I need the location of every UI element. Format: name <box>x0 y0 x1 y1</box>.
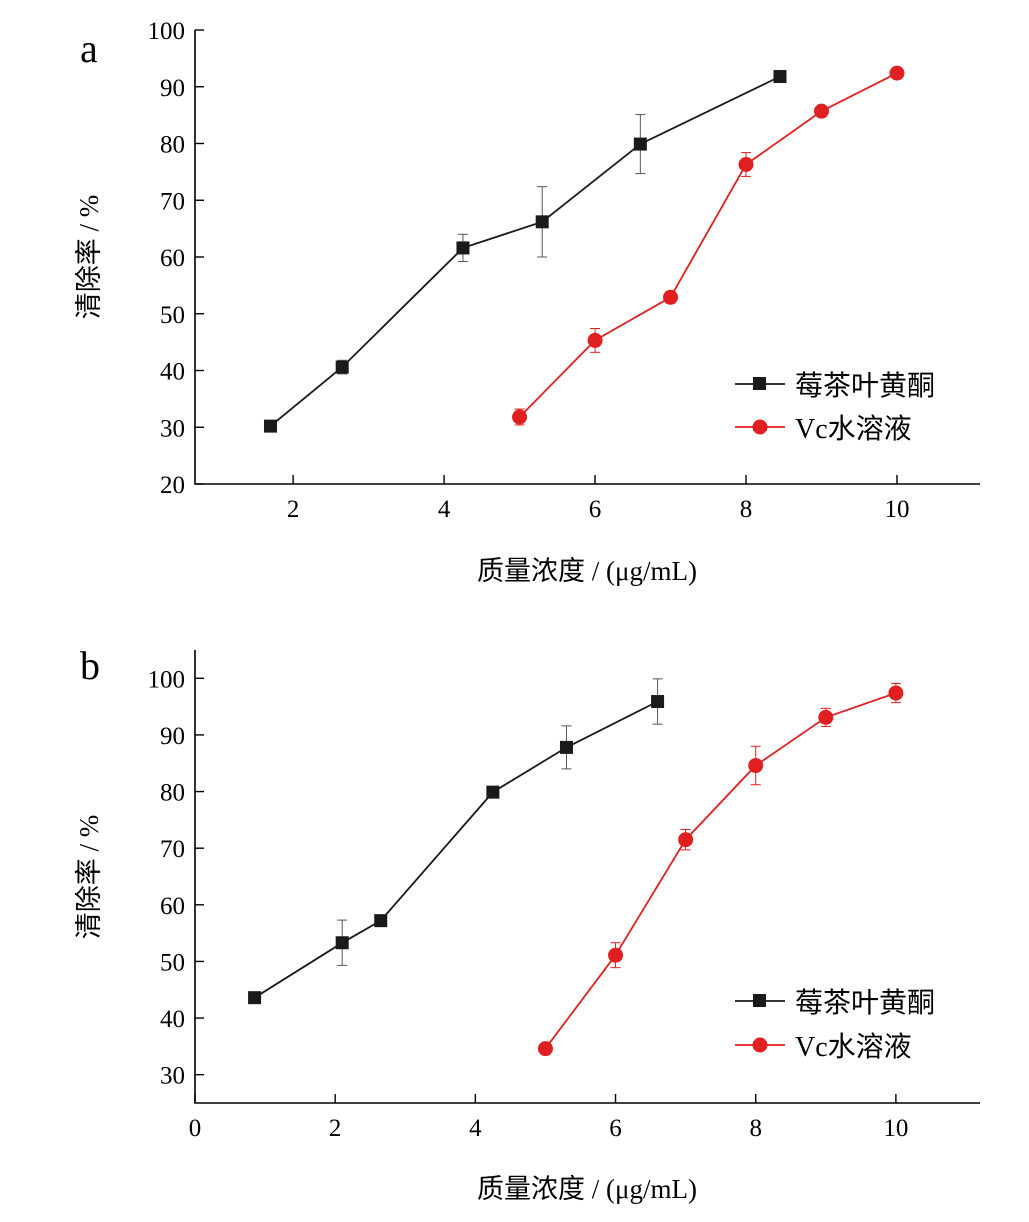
data-point <box>374 914 388 928</box>
x-tick-label: 6 <box>609 1115 622 1142</box>
data-point <box>888 685 904 701</box>
series-flavonoid <box>248 678 665 1005</box>
legend-marker-vc <box>752 1037 768 1053</box>
legend-item-vc: Vc水溶液 <box>735 413 912 445</box>
data-point <box>512 409 528 425</box>
x-tick-label: 4 <box>438 496 451 523</box>
y-tick-label: 80 <box>160 132 185 159</box>
y-tick-label: 70 <box>160 836 185 863</box>
x-tick-label: 10 <box>883 1115 908 1142</box>
series-layer <box>263 65 905 433</box>
y-tick-label: 40 <box>160 1006 185 1033</box>
data-point <box>738 156 754 172</box>
y-tick-label: 60 <box>160 893 185 920</box>
data-point <box>748 758 764 774</box>
y-axis-ticks: 20 30 40 50 60 70 80 90 100 <box>148 18 204 499</box>
series-line <box>269 75 781 427</box>
data-point <box>535 215 549 229</box>
x-axis-title: 质量浓度 / (μg/mL) <box>477 1174 697 1204</box>
series-vc <box>512 65 905 426</box>
y-tick-label: 40 <box>160 359 185 386</box>
y-tick-label: 50 <box>160 302 185 329</box>
chart-panel-a: a 2 4 6 8 10 20 30 40 50 60 70 80 90 100 质量浓度 / (μg/… <box>74 18 980 586</box>
x-axis-ticks: 2 4 6 8 10 <box>287 475 909 523</box>
y-axis-title: 清除率 / % <box>74 815 104 940</box>
legend-marker-flavonoid <box>753 377 766 390</box>
x-tick-label: 2 <box>287 496 300 523</box>
y-tick-label: 90 <box>160 723 185 750</box>
data-point <box>335 360 349 374</box>
x-tick-label: 10 <box>884 496 909 523</box>
x-tick-label: 2 <box>329 1115 342 1142</box>
data-point <box>559 740 573 754</box>
x-tick-label: 4 <box>469 1115 482 1142</box>
series-line <box>518 72 898 418</box>
data-point <box>486 785 500 799</box>
data-point <box>773 70 787 84</box>
x-axis-ticks: 0 2 4 6 8 10 <box>189 1094 908 1142</box>
x-tick-label: 6 <box>589 496 602 523</box>
data-point <box>263 419 277 433</box>
y-tick-label: 90 <box>160 75 185 102</box>
data-point <box>456 241 470 255</box>
legend-label-vc: Vc水溶液 <box>795 1031 912 1063</box>
data-point <box>889 65 905 81</box>
y-tick-label: 70 <box>160 188 185 215</box>
x-tick-label: 8 <box>740 496 753 523</box>
y-tick-label: 20 <box>160 472 185 499</box>
series-layer <box>248 678 904 1057</box>
x-tick-label: 8 <box>749 1115 762 1142</box>
y-tick-label: 30 <box>160 1063 185 1090</box>
legend-label-flavonoid: 莓茶叶黄酮 <box>795 370 935 402</box>
legend-item-flavonoid: 莓茶叶黄酮 <box>735 987 935 1019</box>
series-flavonoid <box>263 70 787 433</box>
data-point <box>587 332 603 348</box>
y-tick-label: 60 <box>160 245 185 272</box>
chart-panel-b: b 0 2 4 6 8 10 30 40 50 60 70 80 90 100 质量浓度 / (μg/m… <box>74 643 980 1204</box>
data-point <box>248 991 262 1005</box>
data-point <box>633 137 647 151</box>
series-line <box>544 692 897 1050</box>
legend-label-flavonoid: 莓茶叶黄酮 <box>795 987 935 1019</box>
data-point <box>335 936 349 950</box>
y-tick-label: 100 <box>148 666 186 693</box>
series-line <box>254 700 659 999</box>
y-tick-label: 100 <box>148 18 186 45</box>
y-tick-label: 30 <box>160 415 185 442</box>
data-point <box>813 103 829 119</box>
panel-letter: a <box>80 26 98 71</box>
data-point <box>818 709 834 725</box>
legend-marker-flavonoid <box>753 994 766 1007</box>
data-point <box>678 832 694 848</box>
legend: 莓茶叶黄酮 Vc水溶液 <box>735 987 935 1063</box>
y-tick-label: 80 <box>160 780 185 807</box>
data-point <box>663 289 679 305</box>
series-vc <box>537 682 904 1057</box>
panel-letter: b <box>80 643 100 688</box>
legend-item-flavonoid: 莓茶叶黄酮 <box>735 370 935 402</box>
data-point <box>651 695 665 709</box>
y-axis-title: 清除率 / % <box>74 195 104 320</box>
data-point <box>608 947 624 963</box>
x-tick-label: 0 <box>189 1115 202 1142</box>
legend-marker-vc <box>752 419 768 435</box>
y-axis-ticks: 30 40 50 60 70 80 90 100 <box>148 666 204 1090</box>
y-tick-label: 50 <box>160 949 185 976</box>
data-point <box>537 1041 553 1057</box>
legend: 莓茶叶黄酮 Vc水溶液 <box>735 370 935 445</box>
legend-item-vc: Vc水溶液 <box>735 1031 912 1063</box>
x-axis-title: 质量浓度 / (μg/mL) <box>477 556 697 586</box>
legend-label-vc: Vc水溶液 <box>795 413 912 445</box>
